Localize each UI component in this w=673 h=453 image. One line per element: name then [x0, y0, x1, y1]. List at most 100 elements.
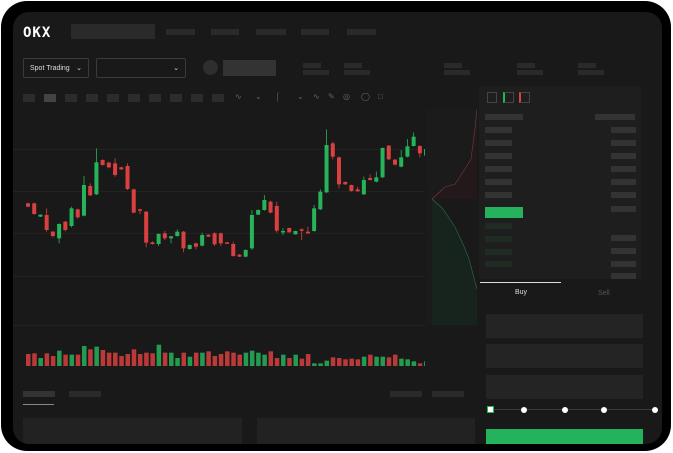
bid-size: [611, 261, 636, 267]
candle-body: [361, 180, 366, 195]
pen-icon[interactable]: ✎: [328, 92, 335, 101]
candle-body: [417, 146, 422, 154]
tab-sell[interactable]: Sell: [598, 290, 610, 297]
ask-price[interactable]: [485, 166, 512, 172]
candle-body: [69, 208, 74, 226]
bid-price[interactable]: [485, 223, 512, 229]
candle: [57, 223, 62, 244]
volume-bar: [32, 353, 37, 366]
slider-step[interactable]: [652, 407, 658, 413]
timeframe-button[interactable]: [86, 94, 98, 102]
stat-label: [578, 63, 596, 68]
timeframe-button[interactable]: [23, 94, 35, 102]
ask-price[interactable]: [485, 192, 512, 198]
candle: [212, 232, 217, 246]
candle-body: [57, 224, 62, 239]
market-select[interactable]: Spot Trading ⌄: [23, 58, 89, 78]
slider-step[interactable]: [521, 407, 527, 413]
candle-body: [330, 143, 335, 157]
candle: [106, 161, 111, 169]
orderbook-buy-icon[interactable]: [503, 92, 514, 103]
chevron-down-icon: ⌄: [173, 65, 179, 72]
tab-buy[interactable]: Buy: [515, 289, 528, 296]
volume-bar: [299, 358, 305, 366]
bid-price[interactable]: [485, 249, 512, 255]
candle-body: [299, 229, 304, 231]
nav-item[interactable]: [166, 29, 195, 35]
candle: [256, 209, 261, 215]
bottom-tab[interactable]: [69, 391, 101, 397]
candlestick-chart[interactable]: [13, 112, 425, 372]
candle: [417, 145, 422, 158]
total-input[interactable]: [486, 375, 643, 399]
timeframe-button[interactable]: [191, 94, 203, 102]
volume-bar: [193, 352, 199, 366]
candle: [125, 163, 130, 190]
slider-step[interactable]: [562, 407, 568, 413]
chevron-down-icon[interactable]: ⌄: [255, 92, 262, 101]
orderbook-sell-icon[interactable]: [519, 92, 530, 103]
leverage-slider-track[interactable]: [491, 409, 657, 410]
timeframe-button[interactable]: [149, 94, 161, 102]
candle: [88, 183, 93, 196]
orders-panel: [23, 418, 242, 444]
timeframe-button[interactable]: [170, 94, 182, 102]
slider-handle[interactable]: [487, 406, 494, 413]
nav-item[interactable]: [347, 29, 376, 35]
candle: [193, 242, 198, 250]
ask-price[interactable]: [485, 153, 512, 159]
volume-bar: [106, 352, 112, 366]
volume-bar: [312, 363, 317, 366]
timeframe-button[interactable]: [65, 94, 77, 102]
candle: [38, 214, 43, 217]
chevron-down-icon[interactable]: ⌄: [297, 92, 304, 101]
chart-type-icon[interactable]: ⌠: [275, 92, 280, 101]
volume-bar: [274, 358, 280, 366]
bottom-action[interactable]: [390, 391, 422, 397]
candle-body: [374, 177, 379, 182]
candle-body: [392, 159, 397, 165]
candle-body: [81, 185, 86, 216]
volume-bar: [156, 344, 162, 366]
camera-icon[interactable]: ◎: [343, 92, 350, 101]
nav-item[interactable]: [211, 29, 239, 35]
asks-depth: [432, 109, 477, 199]
buy-button[interactable]: [486, 429, 643, 444]
candle: [100, 159, 105, 166]
bid-price[interactable]: [485, 261, 512, 267]
expand-icon[interactable]: □: [378, 92, 383, 101]
bid-price[interactable]: [485, 236, 512, 242]
ask-size: [611, 192, 636, 198]
last-price: [485, 207, 523, 218]
ask-price[interactable]: [485, 127, 512, 133]
timeframe-button[interactable]: [44, 94, 56, 102]
candle: [26, 202, 30, 208]
timeframe-button[interactable]: [107, 94, 119, 102]
pair-select[interactable]: ⌄: [96, 58, 186, 78]
active-tab-indicator: [480, 282, 561, 283]
line-tool-icon[interactable]: ∿: [313, 92, 320, 101]
candle: [94, 148, 99, 195]
candle-body: [318, 191, 323, 210]
volume-bar: [380, 356, 386, 366]
slider-step[interactable]: [601, 407, 607, 413]
target-icon[interactable]: ◯: [361, 92, 370, 101]
timeframe-button[interactable]: [128, 94, 140, 102]
nav-item[interactable]: [256, 29, 286, 35]
orderbook-both-icon[interactable]: [487, 92, 497, 103]
timeframe-button[interactable]: [212, 94, 224, 102]
candle: [424, 149, 425, 156]
price-input[interactable]: [486, 314, 643, 338]
candle: [355, 186, 360, 192]
search-bar[interactable]: [71, 24, 155, 39]
volume-bar: [361, 356, 367, 366]
ask-price[interactable]: [485, 179, 512, 185]
indicator-icon[interactable]: ∿: [235, 92, 242, 101]
ask-price[interactable]: [485, 140, 512, 146]
bottom-action[interactable]: [432, 391, 464, 397]
candle: [44, 208, 49, 232]
amount-input[interactable]: [486, 344, 643, 368]
nav-item[interactable]: [301, 29, 329, 35]
bottom-tab[interactable]: [23, 391, 55, 397]
candle-body: [100, 160, 105, 165]
